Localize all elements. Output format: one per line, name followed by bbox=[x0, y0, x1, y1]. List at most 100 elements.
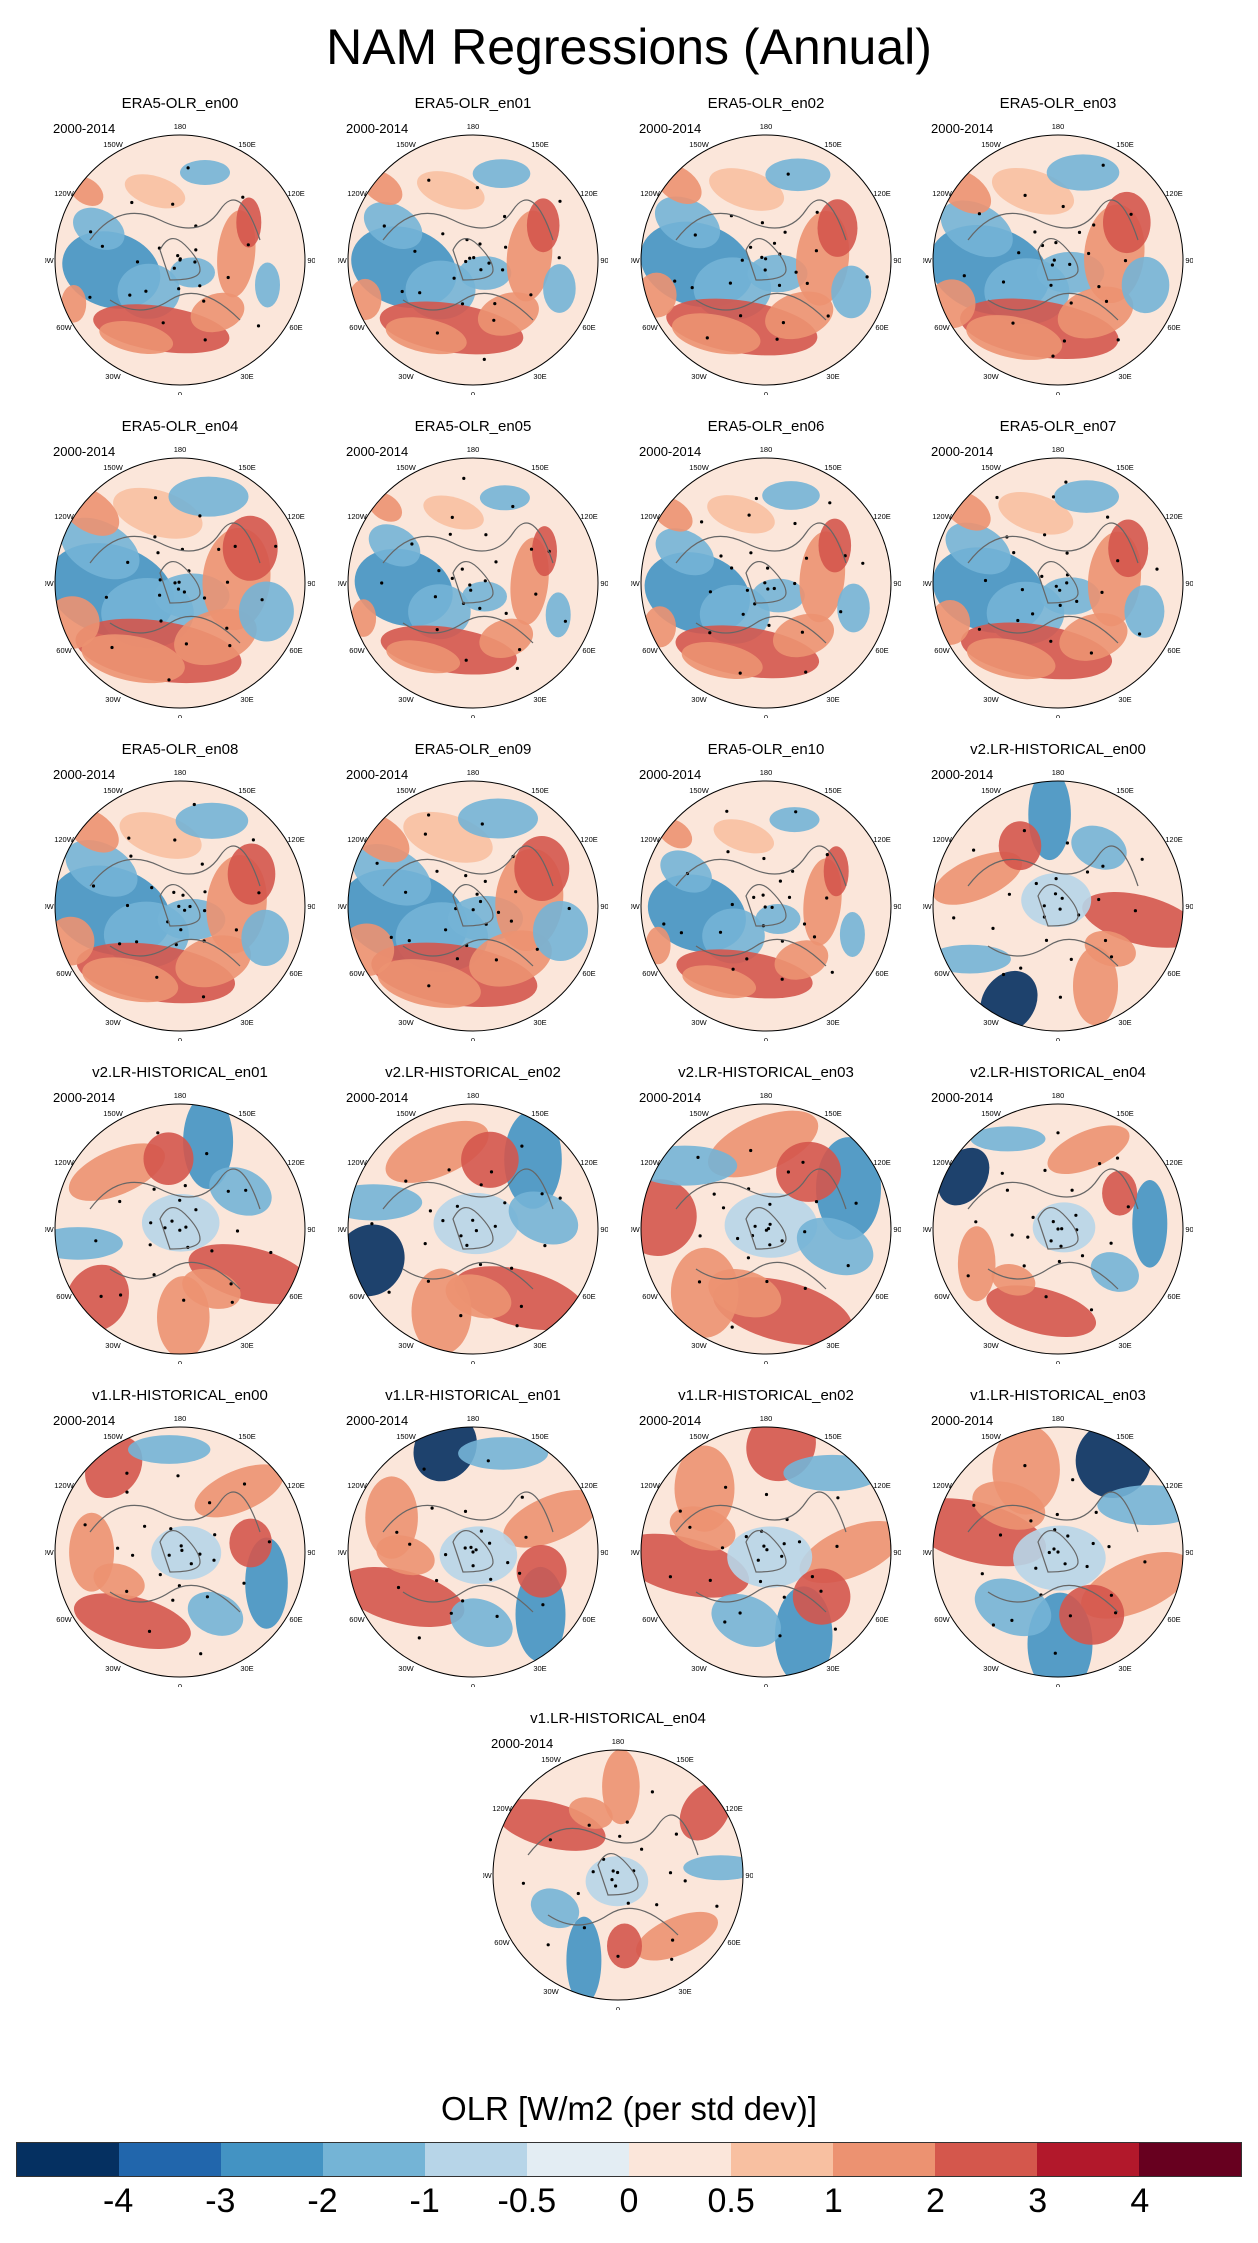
significance-dot bbox=[800, 630, 804, 634]
significance-dot bbox=[962, 274, 966, 278]
longitude-label: 90W bbox=[923, 256, 933, 265]
significance-dot bbox=[521, 1881, 525, 1885]
significance-dot bbox=[462, 476, 466, 480]
significance-dot bbox=[177, 580, 181, 584]
significance-dot bbox=[1055, 1512, 1059, 1517]
longitude-label: 30W bbox=[105, 372, 121, 381]
significance-dot bbox=[208, 1501, 212, 1505]
longitude-label: 120E bbox=[873, 1481, 891, 1490]
longitude-label: 150W bbox=[981, 1109, 1002, 1118]
significance-dot bbox=[396, 1585, 401, 1590]
significance-dot bbox=[772, 586, 776, 591]
field-blob bbox=[255, 262, 280, 308]
longitude-label: 60W bbox=[56, 323, 72, 332]
field-blob bbox=[817, 199, 858, 257]
longitude-label: 150W bbox=[981, 140, 1002, 149]
significance-dot bbox=[1054, 877, 1058, 881]
significance-dot bbox=[846, 1264, 850, 1268]
colorbar-ticks: -4 -3 -2 -1 -0.5 0 0.5 1 2 3 4 bbox=[0, 2182, 1258, 2227]
panel-title: v2.LR-HISTORICAL_en02 bbox=[385, 1064, 561, 1081]
longitude-label: 90W bbox=[338, 579, 348, 588]
longitude-label: 0 bbox=[471, 1036, 475, 1041]
significance-dot bbox=[173, 581, 177, 585]
significance-dot bbox=[697, 1280, 702, 1284]
longitude-label: 60E bbox=[289, 646, 302, 655]
longitude-label: 30E bbox=[826, 1664, 839, 1673]
map-boundary bbox=[932, 780, 1184, 1032]
significance-dot bbox=[794, 810, 798, 814]
longitude-label: 180 bbox=[174, 768, 187, 777]
polar-map: 180 150E 120E 90E 60E 30E 0 30W 60W 90W 120W 150W bbox=[631, 445, 901, 718]
longitude-label: 30W bbox=[691, 372, 707, 381]
longitude-label: 0 bbox=[471, 713, 475, 718]
field-blob bbox=[93, 1563, 145, 1600]
field-blob bbox=[708, 1269, 782, 1318]
significance-dot bbox=[428, 1209, 432, 1213]
colorbar-swatch bbox=[119, 2143, 221, 2176]
significance-dot bbox=[668, 1575, 672, 1579]
longitude-label: 30W bbox=[691, 1664, 707, 1673]
significance-dot bbox=[802, 922, 807, 926]
field-blob bbox=[839, 912, 865, 957]
longitude-label: 60W bbox=[56, 646, 72, 655]
significance-dot bbox=[696, 1155, 700, 1159]
longitude-label: 120E bbox=[1165, 189, 1183, 198]
coastline bbox=[527, 1814, 699, 1936]
longitude-label: 120E bbox=[580, 1481, 598, 1490]
significance-dot bbox=[441, 232, 445, 236]
longitude-label: 90W bbox=[923, 1548, 933, 1557]
map-panel: ERA5-OLR_en03 2000-2014 180 150E 120E 90E 60E 3… bbox=[923, 95, 1193, 395]
longitude-label: 30W bbox=[398, 1018, 414, 1027]
significance-dot bbox=[471, 1564, 475, 1568]
longitude-label: 120E bbox=[287, 835, 305, 844]
longitude-label: 150W bbox=[396, 463, 417, 472]
significance-dot bbox=[1007, 892, 1011, 896]
map-panel: ERA5-OLR_en06 2000-2014 180 150E 120E 90E 60E 3… bbox=[631, 418, 901, 718]
longitude-label: 150E bbox=[238, 1109, 256, 1118]
significance-dot bbox=[469, 1545, 473, 1549]
significance-dot bbox=[778, 879, 782, 883]
map-boundary bbox=[347, 1103, 599, 1355]
significance-dot bbox=[814, 1200, 819, 1204]
coastline bbox=[382, 522, 554, 644]
figure-title: NAM Regressions (Annual) bbox=[326, 19, 932, 75]
field-blob bbox=[363, 202, 423, 249]
significance-dot bbox=[413, 249, 417, 253]
longitude-label: 30E bbox=[240, 1018, 253, 1027]
significance-dot bbox=[731, 967, 735, 971]
panel-title: ERA5-OLR_en05 bbox=[414, 418, 532, 435]
significance-dot bbox=[576, 1891, 580, 1896]
significance-dot bbox=[274, 544, 278, 548]
longitude-label: 120W bbox=[932, 512, 953, 521]
field-blob bbox=[458, 1437, 549, 1470]
significance-dot bbox=[418, 291, 422, 295]
longitude-label: 120E bbox=[1165, 512, 1183, 521]
significance-dot bbox=[1060, 1227, 1064, 1231]
significance-dot bbox=[501, 268, 505, 272]
significance-dot bbox=[225, 580, 230, 584]
significance-dot bbox=[683, 1879, 687, 1883]
longitude-label: 120W bbox=[347, 1158, 368, 1167]
significance-dot bbox=[205, 1595, 209, 1599]
significance-dot bbox=[1053, 1651, 1057, 1655]
panel-period: 2000-2014 bbox=[53, 1090, 116, 1105]
significance-dot bbox=[404, 1179, 408, 1183]
colorbar-swatch bbox=[935, 2143, 1037, 2176]
map-field bbox=[933, 1427, 1183, 1677]
significance-dot bbox=[178, 1228, 182, 1232]
map-panel: ERA5-OLR_en04 2000-2014 180 150E 120E 90E 60E 3… bbox=[45, 418, 315, 718]
colorbar-tick-label: 0 bbox=[619, 2182, 639, 2220]
significance-dot bbox=[427, 813, 431, 817]
field-blob bbox=[933, 851, 1023, 905]
longitude-label: 60W bbox=[56, 1615, 72, 1624]
field-blob bbox=[60, 517, 140, 580]
significance-dot bbox=[591, 1870, 595, 1874]
significance-dot bbox=[176, 1474, 180, 1478]
colorbar-tick-label: 0.5 bbox=[707, 2182, 755, 2220]
longitude-label: 180 bbox=[467, 122, 480, 131]
field-blob bbox=[774, 940, 829, 980]
significance-dot bbox=[251, 838, 255, 842]
significance-dot bbox=[529, 547, 534, 551]
significance-dot bbox=[518, 1571, 522, 1575]
polar-map: 180 150E 120E 90E 60E 30E 0 30W 60W 90W 120W 150W bbox=[923, 122, 1193, 395]
